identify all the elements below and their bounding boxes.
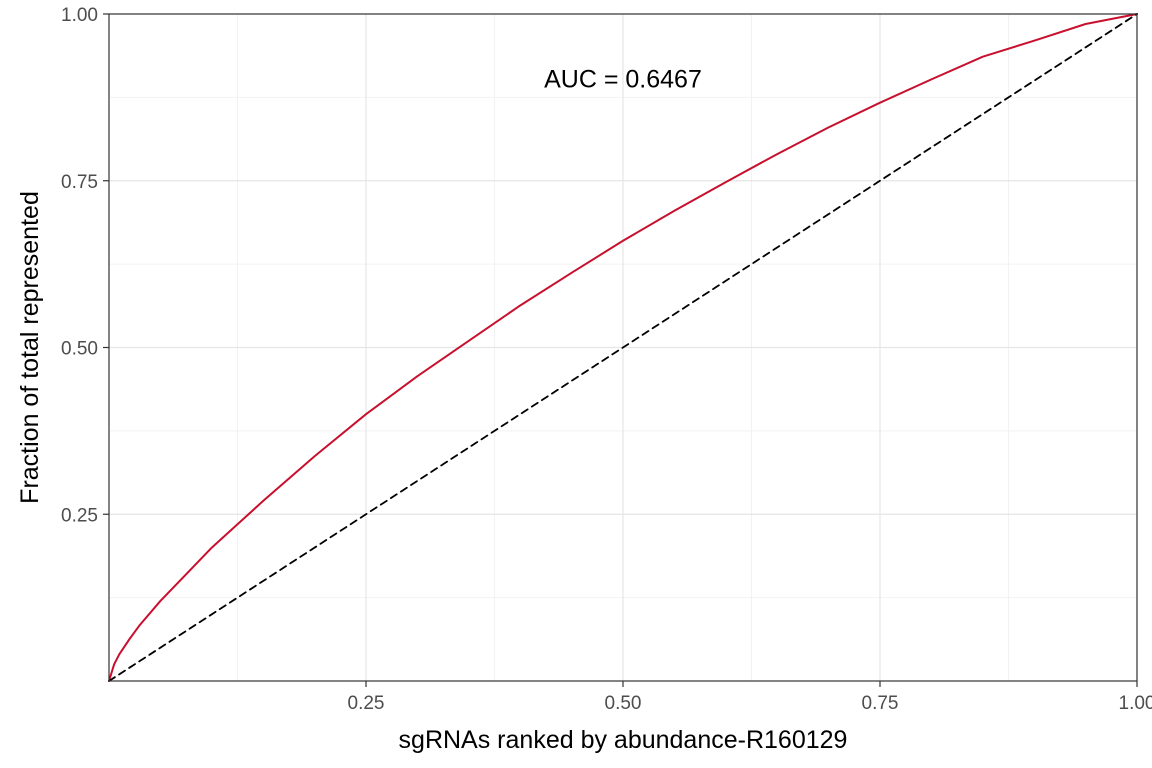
auc-annotation: AUC = 0.6467 (544, 65, 702, 93)
x-tick-label: 1.00 (1119, 693, 1152, 714)
x-tick-label: 0.75 (862, 693, 899, 714)
x-tick-labels: 0.25 0.50 0.75 1.00 (348, 693, 1152, 714)
x-tick-label: 0.25 (348, 693, 385, 714)
y-tick-label: 1.00 (61, 5, 98, 26)
y-tick-label: 0.50 (61, 339, 98, 360)
cumulative-curve (108, 13, 1138, 682)
x-axis-title: sgRNAs ranked by abundance-R160129 (399, 726, 848, 754)
y-tick-labels: 0.25 0.50 0.75 1.00 (61, 5, 98, 526)
y-axis-title: Fraction of total represented (16, 191, 44, 504)
x-tick-label: 0.50 (605, 693, 642, 714)
y-tick-label: 0.25 (61, 505, 98, 526)
diagonal-reference-line (108, 13, 1138, 682)
y-tick-label: 0.75 (61, 172, 98, 193)
series-layer (108, 13, 1138, 682)
axis-ticks (103, 13, 1138, 687)
